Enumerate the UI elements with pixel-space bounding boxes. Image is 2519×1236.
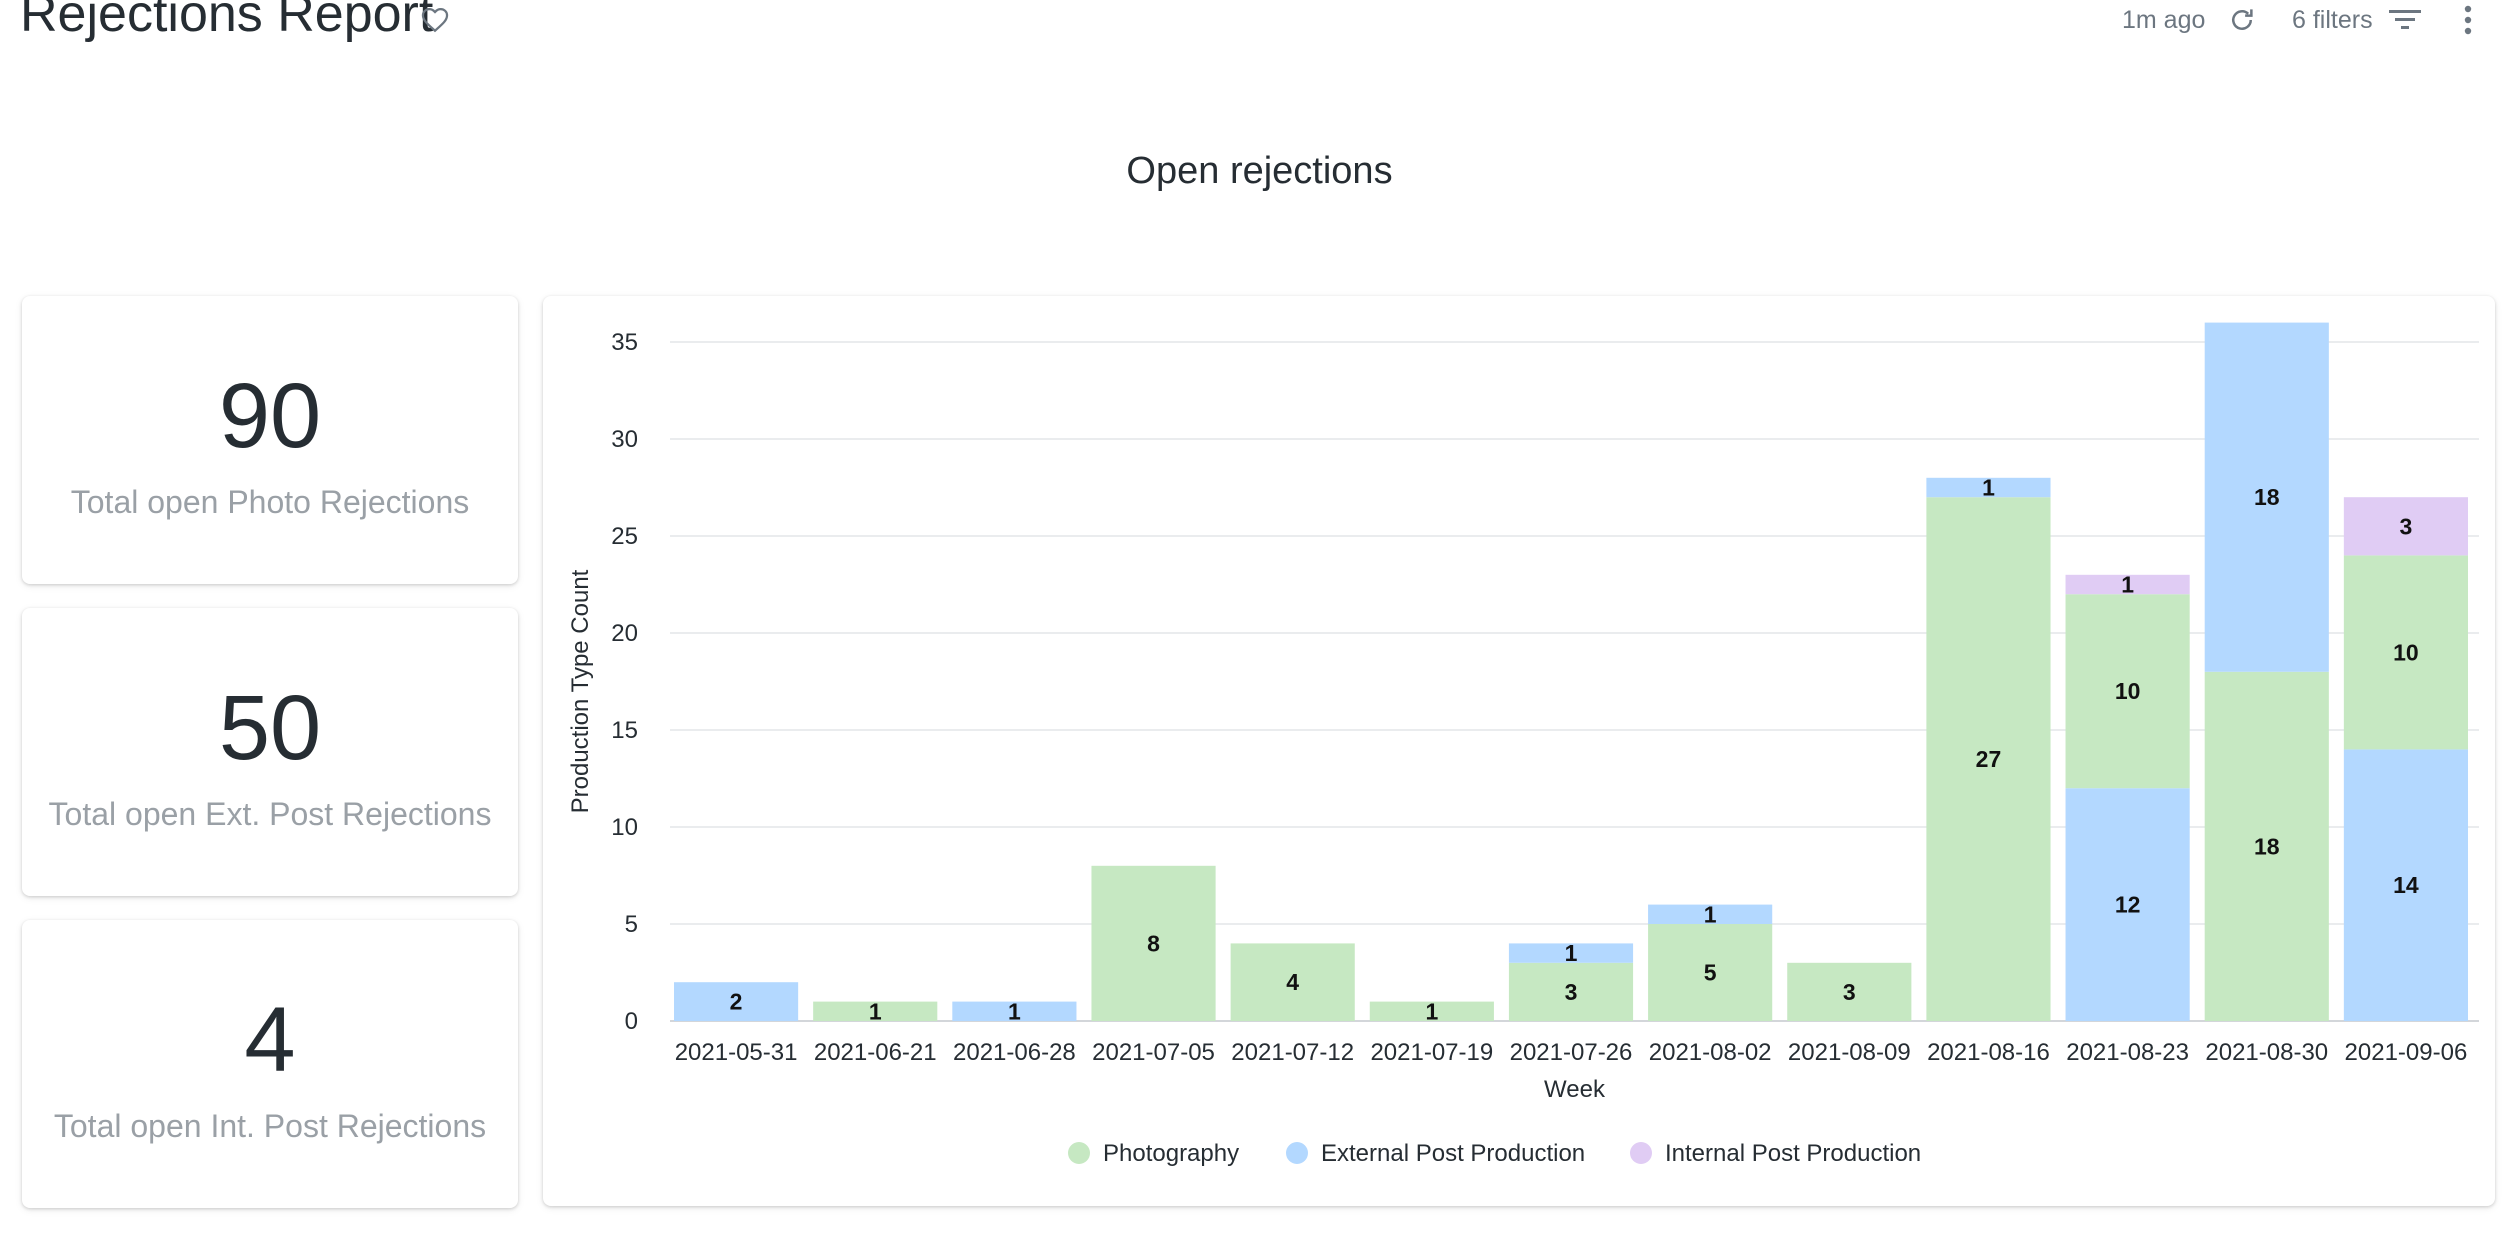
x-tick-label: 2021-07-05 [1092,1039,1215,1066]
bar-segment[interactable] [2343,749,2468,1021]
data-label: 1 [1008,998,1021,1024]
heart-outline-icon[interactable] [418,2,452,36]
x-tick-label: 2021-06-28 [953,1039,1076,1066]
data-label: 5 [1704,960,1717,986]
legend-item[interactable]: Internal Post Production [1630,1140,1921,1167]
bar-segment[interactable] [1648,904,1773,924]
x-tick-label: 2021-07-26 [1510,1039,1633,1066]
bar-segment[interactable] [1926,477,2051,498]
kpi-card-int-post: 4 Total open Int. Post Rejections [22,920,518,1208]
y-tick-label: 0 [625,1008,638,1035]
y-tick-label: 35 [611,329,638,356]
page-title: Rejections Report [20,0,434,43]
kpi-value: 4 [244,989,296,1091]
filter-lines-icon[interactable] [2385,0,2425,40]
bar-segment[interactable] [2065,574,2190,595]
y-tick-label: 30 [611,426,638,453]
bar-segment[interactable] [1508,943,1634,963]
chart-card: 2 1 1 8 4 1 3 1 5 1 3 27 1 12 10 1 18 18 14 10 3 0 5 10 15 20 25 3… [543,296,2495,1206]
data-label: 3 [1843,979,1856,1005]
bar-segment[interactable] [674,982,799,1021]
bar-segment[interactable] [1091,865,1216,1021]
bar-segment[interactable] [2065,788,2190,1021]
legend-label: External Post Production [1321,1140,1585,1167]
x-tick-label: 2021-07-19 [1370,1039,1493,1066]
data-label: 1 [1425,998,1438,1024]
bar-segment[interactable] [813,1001,938,1021]
y-tick-label: 20 [611,620,638,647]
kpi-label: Total open Ext. Post Rejections [48,796,492,832]
bar-segment[interactable] [1230,943,1355,1021]
section-title: Open rejections [1126,150,1393,192]
data-label: 12 [2115,892,2141,918]
data-label: 1 [1565,940,1578,966]
bar-segment[interactable] [1926,497,2051,1021]
data-label: 18 [2254,833,2280,859]
x-tick-label: 2021-08-09 [1788,1039,1911,1066]
legend-label: Photography [1103,1140,1239,1167]
x-tick-label: 2021-08-16 [1927,1039,2050,1066]
legend-item[interactable]: External Post Production [1286,1140,1585,1167]
x-tick-label: 2021-05-31 [675,1039,798,1066]
y-axis-title: Production Type Count [567,569,594,813]
data-label: 3 [2400,513,2413,539]
data-label: 1 [869,998,882,1024]
y-tick-label: 10 [611,814,638,841]
y-tick-label: 15 [611,717,638,744]
bar-segment[interactable] [2343,555,2468,750]
more-vert-icon[interactable] [2448,0,2488,40]
legend-swatch [1286,1142,1308,1164]
data-label: 8 [1147,930,1160,956]
y-tick-label: 25 [611,523,638,550]
bar-segment[interactable] [2343,497,2468,556]
data-label: 10 [2393,639,2419,665]
data-label: 10 [2115,678,2141,704]
x-tick-label: 2021-09-06 [2345,1039,2468,1066]
bar-segment[interactable] [1787,962,1912,1021]
data-label: 27 [1976,746,2002,772]
kpi-label: Total open Photo Rejections [70,484,470,520]
data-label: 18 [2254,484,2280,510]
kpi-value: 90 [218,365,322,467]
bar-segment[interactable] [1508,962,1634,1021]
legend-swatch [1630,1142,1652,1164]
bar-segment[interactable] [1648,924,1773,1021]
data-label: 3 [1565,979,1578,1005]
bar-segment[interactable] [952,1001,1077,1021]
legend-label: Internal Post Production [1665,1140,1921,1167]
x-tick-label: 2021-06-21 [814,1039,937,1066]
x-tick-label: 2021-08-23 [2066,1039,2189,1066]
data-label: 1 [1982,475,1995,501]
y-tick-label: 5 [625,911,638,938]
bar-segment[interactable] [2204,671,2329,1021]
data-label: 14 [2393,872,2419,898]
bar-segment[interactable] [1369,1001,1494,1021]
data-label: 1 [1704,901,1717,927]
kpi-value: 50 [218,677,322,779]
x-axis-title: Week [1544,1076,1606,1103]
filters-count-button[interactable]: 6 filters [2292,5,2373,34]
data-label: 1 [2121,572,2134,598]
kpi-card-photo: 90 Total open Photo Rejections [22,296,518,584]
kpi-label: Total open Int. Post Rejections [53,1108,487,1144]
kpi-card-ext-post: 50 Total open Ext. Post Rejections [22,608,518,896]
x-tick-label: 2021-08-30 [2205,1039,2328,1066]
refresh-icon[interactable] [2222,0,2262,40]
bar-segment[interactable] [2065,594,2190,789]
last-updated-label: 1m ago [2122,5,2206,34]
data-label: 2 [730,989,743,1015]
x-tick-label: 2021-08-02 [1649,1039,1772,1066]
legend-item[interactable]: Photography [1068,1140,1239,1167]
legend-swatch [1068,1142,1090,1164]
bar-segment[interactable] [2204,322,2329,672]
x-tick-label: 2021-07-12 [1231,1039,1354,1066]
data-label: 4 [1286,969,1299,995]
